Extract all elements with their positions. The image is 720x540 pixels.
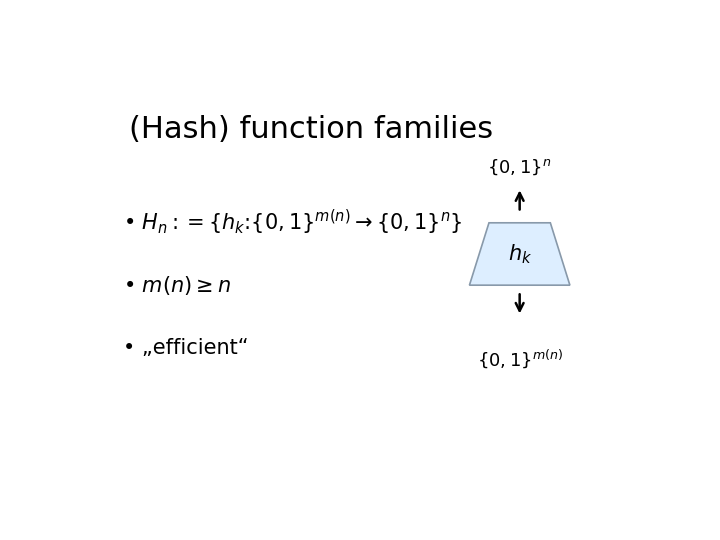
Polygon shape [469, 223, 570, 285]
Text: • „efficient“: • „efficient“ [124, 338, 249, 357]
Text: $\{0,1\}^{m(n)}$: $\{0,1\}^{m(n)}$ [477, 348, 563, 370]
Text: • $H_n := \{h_k\colon \{0,1\}^{m(n)} \to \{0,1\}^n\}$: • $H_n := \{h_k\colon \{0,1\}^{m(n)} \to… [124, 208, 463, 238]
Text: $\{0,1\}^n$: $\{0,1\}^n$ [487, 158, 552, 177]
Text: $h_k$: $h_k$ [508, 242, 532, 266]
Text: (Hash) function families: (Hash) function families [129, 114, 493, 144]
Text: • $m(n) \geq n$: • $m(n) \geq n$ [124, 274, 232, 296]
